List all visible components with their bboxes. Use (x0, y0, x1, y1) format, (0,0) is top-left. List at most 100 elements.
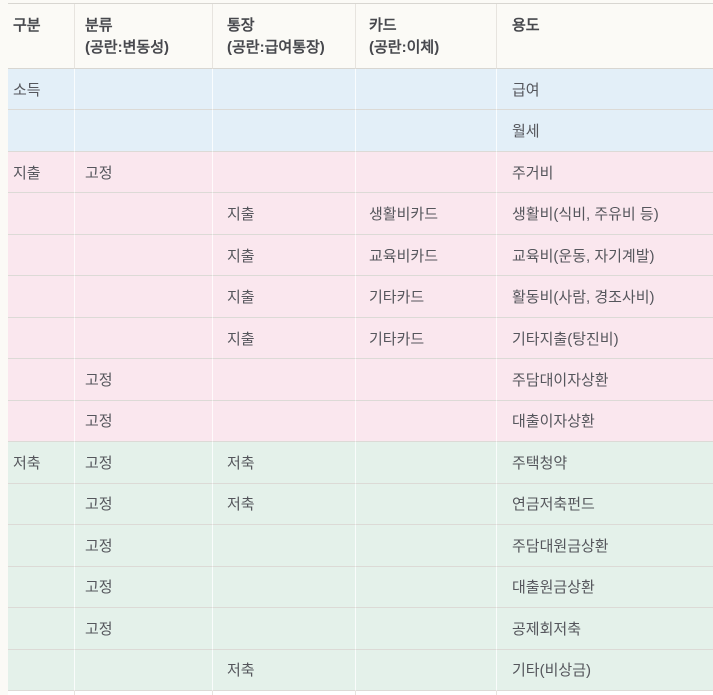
cell (8, 359, 75, 401)
table-row-expense: 지출 기타카드 기타지출(탕진비) (8, 317, 713, 360)
cell: 교육비(운동, 자기계발) (497, 234, 713, 277)
cell (8, 400, 75, 443)
cell: 대출원금상환 (497, 566, 713, 609)
cell (213, 691, 356, 695)
cell (8, 193, 75, 235)
cell: 소득 (8, 69, 75, 111)
cell (213, 525, 356, 567)
cell (356, 691, 497, 695)
table-row-income: 소득 급여 (8, 69, 713, 111)
column-header-purpose: 용도 (497, 4, 713, 69)
cell: 고정 (75, 483, 213, 526)
column-label: 통장 (227, 17, 255, 34)
table-row-expense: 지출 기타카드 활동비(사람, 경조사비) (8, 276, 713, 318)
cell: 고정 (75, 400, 213, 443)
cell (8, 691, 75, 695)
table-row-income: 월세 (8, 110, 713, 152)
cell: 고정 (75, 525, 213, 567)
cell: 생활비카드 (356, 193, 497, 235)
cell: 급여 (497, 69, 713, 111)
cell (75, 649, 213, 692)
cell: 대출이자상환 (497, 400, 713, 443)
cell: 주거비 (497, 151, 713, 194)
cell (8, 276, 75, 318)
cell: 지출 (8, 151, 75, 194)
cell: 고정 (75, 566, 213, 609)
column-header-account: 통장 (공란:급여통장) (213, 4, 356, 69)
cell: 지출 (213, 234, 356, 277)
cell (213, 151, 356, 194)
table-row-partial (8, 691, 713, 695)
cell (75, 69, 213, 111)
table-row-saving: 저축 기타(비상금) (8, 649, 713, 692)
cell (213, 608, 356, 650)
cell: 생활비(식비, 주유비 등) (497, 193, 713, 235)
cell: 주담대원금상환 (497, 525, 713, 567)
cell (356, 69, 497, 111)
table-row-saving: 고정 공제회저축 (8, 608, 713, 650)
table-row-saving: 고정 대출원금상환 (8, 566, 713, 609)
cell: 고정 (75, 151, 213, 194)
budget-category-table: 구분 분류 (공란:변동성) 통장 (공란:급여통장) 카드 (공란:이체) 용도 소득 급여 월… (8, 3, 713, 695)
cell: 저축 (8, 442, 75, 484)
cell: 고정 (75, 442, 213, 484)
cell: 연금저축펀드 (497, 483, 713, 526)
cell (356, 566, 497, 609)
cell: 지출 (213, 193, 356, 235)
cell (75, 276, 213, 318)
cell (8, 483, 75, 526)
column-sublabel: (공란:이체) (369, 39, 440, 56)
cell: 활동비(사람, 경조사비) (497, 276, 713, 318)
cell: 기타카드 (356, 276, 497, 318)
cell: 저축 (213, 483, 356, 526)
cell: 기타카드 (356, 317, 497, 360)
cell (8, 566, 75, 609)
cell (356, 359, 497, 401)
column-sublabel: (공란:급여통장) (227, 39, 325, 56)
cell (213, 359, 356, 401)
cell (75, 110, 213, 152)
cell (8, 110, 75, 152)
cell: 저축 (213, 442, 356, 484)
cell (213, 400, 356, 443)
column-header-card: 카드 (공란:이체) (356, 4, 497, 69)
cell (213, 566, 356, 609)
cell (8, 608, 75, 650)
cell (356, 151, 497, 194)
table-row-saving: 고정 주담대원금상환 (8, 525, 713, 567)
table-row-saving: 저축 고정 저축 주택청약 (8, 442, 713, 484)
cell: 월세 (497, 110, 713, 152)
cell (75, 317, 213, 360)
cell (213, 110, 356, 152)
cell: 기타(비상금) (497, 649, 713, 692)
cell (356, 525, 497, 567)
cell: 고정 (75, 608, 213, 650)
column-header-category: 구분 (8, 4, 75, 69)
cell (356, 442, 497, 484)
cell (8, 649, 75, 692)
column-label: 카드 (369, 17, 397, 34)
cell: 공제회저축 (497, 608, 713, 650)
column-header-class: 분류 (공란:변동성) (75, 4, 213, 69)
cell: 기타지출(탕진비) (497, 317, 713, 360)
cell (356, 110, 497, 152)
table-header-row: 구분 분류 (공란:변동성) 통장 (공란:급여통장) 카드 (공란:이체) 용도 (8, 4, 713, 69)
table-row-expense: 고정 대출이자상환 (8, 400, 713, 443)
cell (75, 193, 213, 235)
cell: 저축 (213, 649, 356, 692)
table-row-expense: 고정 주담대이자상환 (8, 359, 713, 401)
cell: 고정 (75, 359, 213, 401)
table-row-expense: 지출 생활비카드 생활비(식비, 주유비 등) (8, 193, 713, 235)
cell: 지출 (213, 317, 356, 360)
cell: 교육비카드 (356, 234, 497, 277)
cell: 지출 (213, 276, 356, 318)
table-row-expense: 지출 교육비카드 교육비(운동, 자기계발) (8, 234, 713, 277)
cell: 주담대이자상환 (497, 359, 713, 401)
cell (356, 400, 497, 443)
cell (75, 691, 213, 695)
column-sublabel: (공란:변동성) (85, 39, 169, 56)
table-row-saving: 고정 저축 연금저축펀드 (8, 483, 713, 526)
cell (356, 608, 497, 650)
cell (356, 649, 497, 692)
